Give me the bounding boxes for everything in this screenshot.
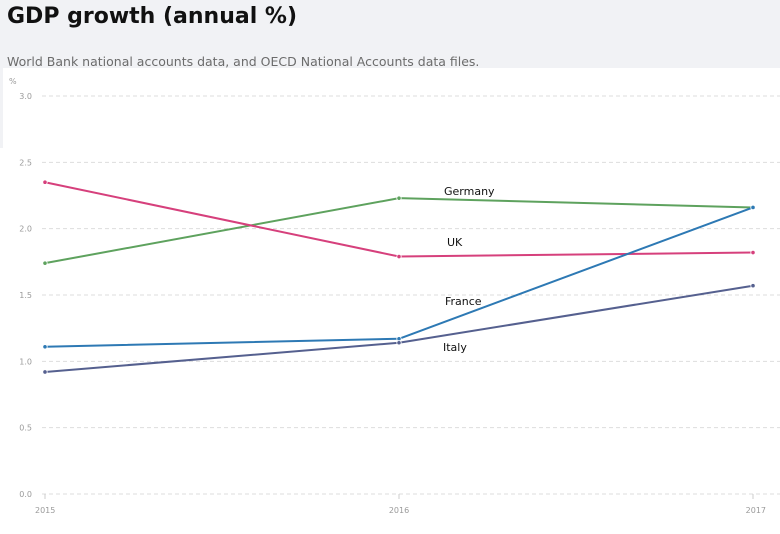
series-label-france: France xyxy=(445,295,482,308)
x-tick-label: 2017 xyxy=(746,506,766,515)
series-line-italy xyxy=(44,284,754,373)
x-tick-label: 2015 xyxy=(35,506,55,515)
header-band xyxy=(0,0,780,68)
data-point-italy[interactable] xyxy=(42,369,48,375)
y-tick-label: 0.5 xyxy=(19,424,32,433)
x-axis-ticks: 2015 2016 2017 xyxy=(35,494,766,515)
series-labels: Germany UK France Italy xyxy=(443,185,495,354)
series-label-germany: Germany xyxy=(444,185,495,198)
x-tick-label: 2016 xyxy=(389,506,409,515)
y-tick-label: 0.0 xyxy=(19,490,32,499)
data-point-uk[interactable] xyxy=(750,249,756,256)
data-point-italy[interactable] xyxy=(750,283,756,289)
data-point-france[interactable] xyxy=(750,204,756,211)
series-line-uk xyxy=(44,181,754,258)
y-tick-label: 2.5 xyxy=(19,158,32,167)
series-label-italy: Italy xyxy=(443,341,467,354)
y-tick-label: 3.0 xyxy=(19,92,32,101)
side-band xyxy=(0,68,3,148)
data-point-uk[interactable] xyxy=(396,253,402,260)
data-point-uk[interactable] xyxy=(42,179,48,185)
data-point-italy[interactable] xyxy=(396,340,402,346)
data-point-france[interactable] xyxy=(42,344,48,350)
y-axis-unit-label: % xyxy=(9,77,17,86)
chart-subtitle: World Bank national accounts data, and O… xyxy=(7,54,480,69)
data-point-germany[interactable] xyxy=(396,195,402,201)
chart-title: GDP growth (annual %) xyxy=(7,4,298,29)
y-tick-label: 2.0 xyxy=(19,225,32,234)
y-axis-ticks: 0.0 0.5 1.0 1.5 2.0 2.5 3.0 xyxy=(19,92,32,499)
series-points xyxy=(42,179,756,375)
series-label-uk: UK xyxy=(447,236,463,249)
y-tick-label: 1.0 xyxy=(19,357,32,366)
data-point-germany[interactable] xyxy=(42,260,48,266)
gridlines xyxy=(42,95,780,495)
y-tick-label: 1.5 xyxy=(19,291,32,300)
